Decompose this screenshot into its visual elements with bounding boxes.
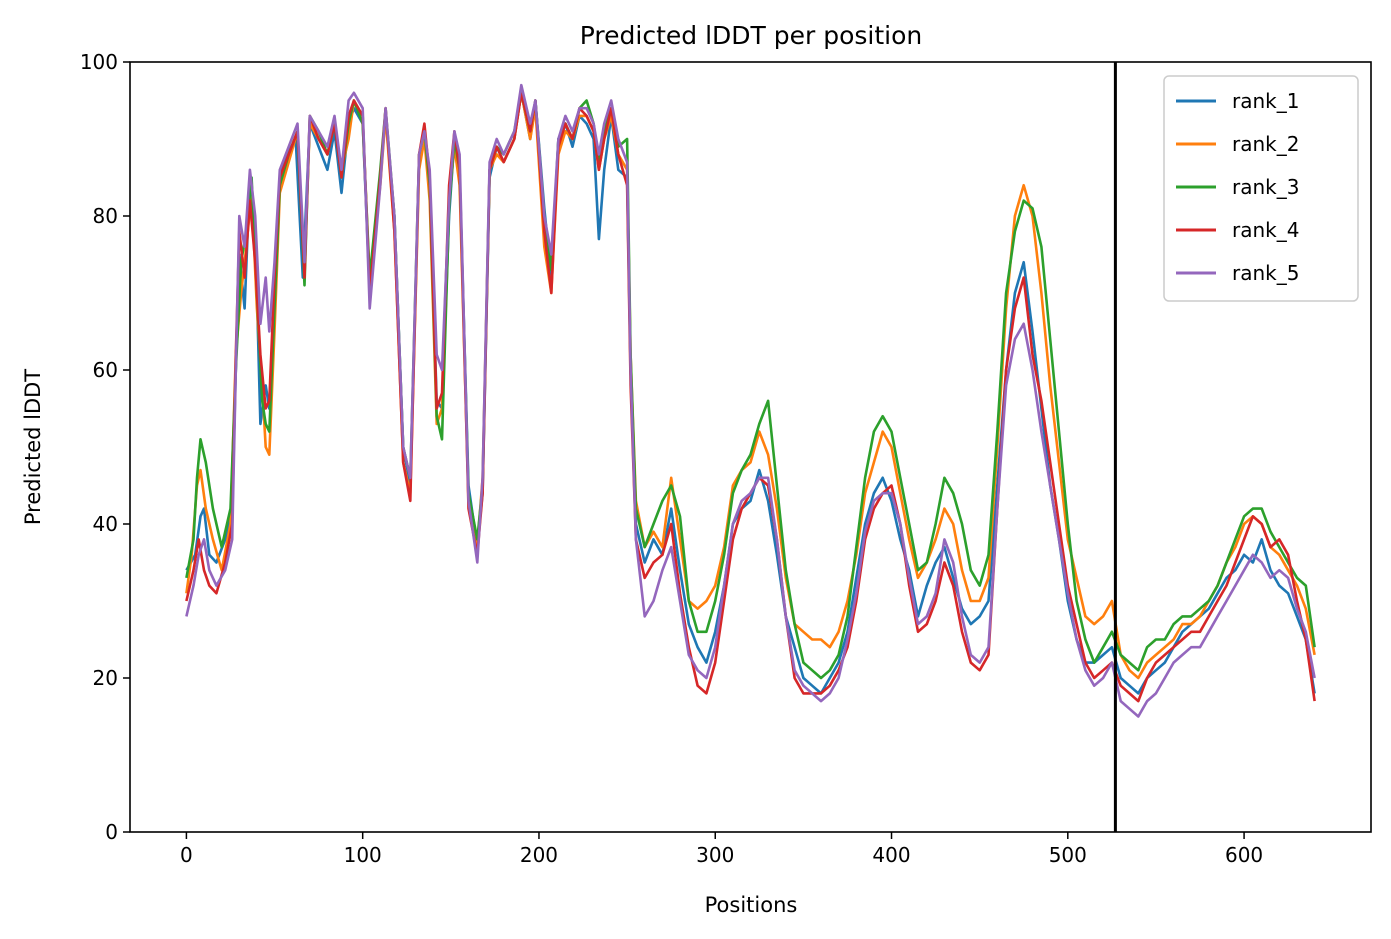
legend-label: rank_5: [1232, 261, 1299, 285]
y-tick-label: 100: [80, 50, 118, 74]
legend-box: [1163, 75, 1359, 302]
plot-frame: [129, 61, 1372, 833]
legend-label: rank_1: [1232, 89, 1299, 113]
x-tick-label: 0: [180, 843, 193, 867]
chart-title: Predicted lDDT per position: [580, 21, 922, 50]
legend-label: rank_4: [1232, 218, 1299, 242]
y-axis-title: Predicted lDDT: [21, 369, 45, 525]
x-tick-label: 400: [872, 843, 910, 867]
series-line-rank-4: [185, 91, 1316, 703]
legend-label: rank_2: [1232, 132, 1299, 156]
x-tick-label: 200: [520, 843, 558, 867]
x-tick-label: 500: [1049, 843, 1087, 867]
x-tick-label: 600: [1225, 843, 1263, 867]
series-line-rank-1: [185, 91, 1316, 695]
series-line-rank-2: [185, 91, 1316, 680]
x-axis: 0 100 200 300 400 500 600: [180, 832, 1263, 867]
x-tick-label: 300: [696, 843, 734, 867]
y-tick-label: 0: [105, 820, 118, 844]
y-axis: 0 20 40 60 80 100: [80, 50, 130, 844]
series-layer: [185, 83, 1316, 718]
series-line-rank-5: [185, 83, 1316, 718]
y-tick-label: 40: [93, 512, 118, 536]
x-axis-title: Positions: [705, 893, 798, 917]
legend-label: rank_3: [1232, 175, 1299, 199]
legend: rank_1 rank_2 rank_3 rank_4 rank_5: [1163, 75, 1359, 302]
x-tick-label: 100: [344, 843, 382, 867]
series-line-rank-3: [185, 91, 1316, 680]
y-tick-label: 60: [93, 358, 118, 382]
y-tick-label: 80: [93, 204, 118, 228]
y-tick-label: 20: [93, 666, 118, 690]
